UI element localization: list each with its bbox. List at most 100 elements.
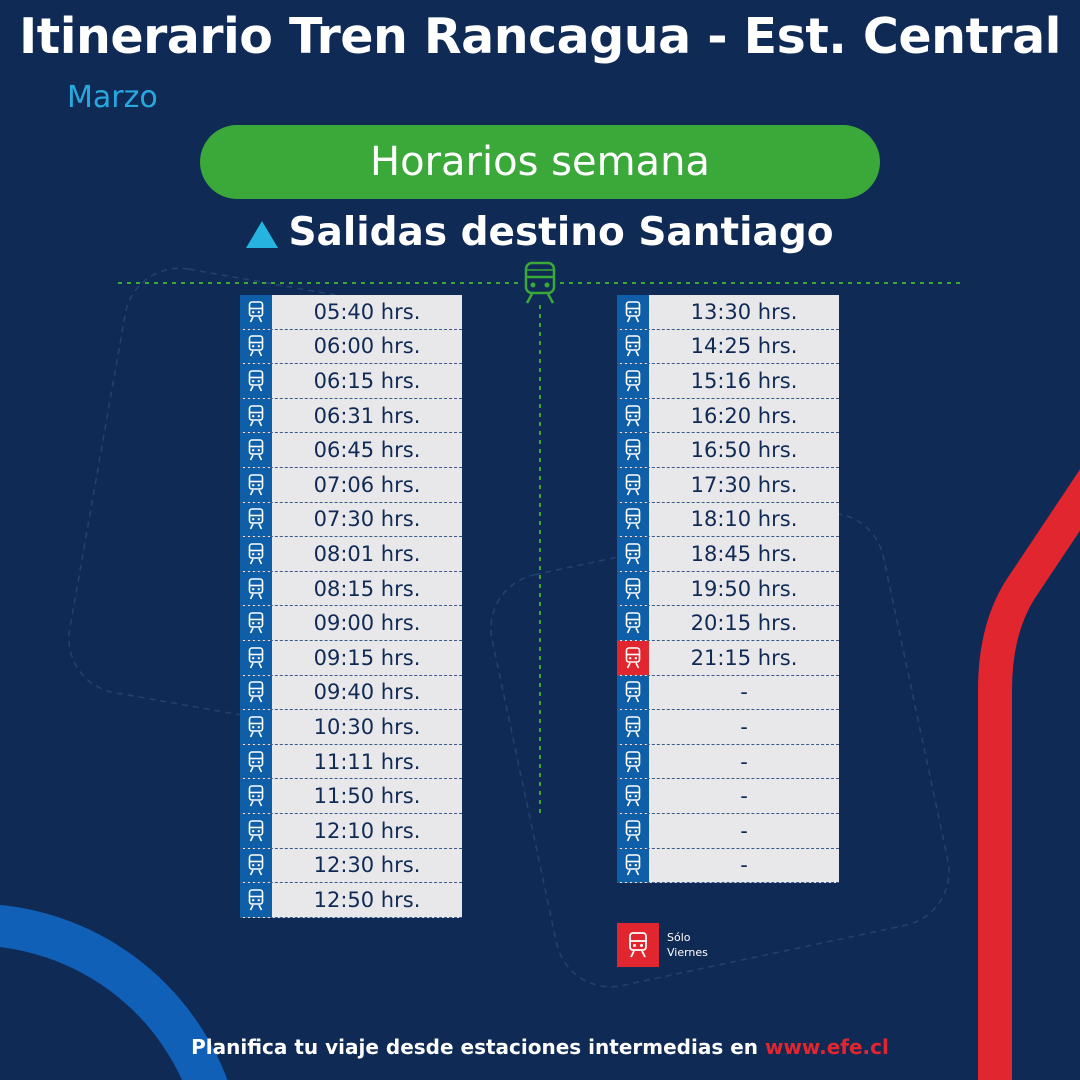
schedule-row: 16:50 hrs. (617, 433, 839, 468)
schedule-row: 08:01 hrs. (240, 537, 462, 572)
month-label: Marzo (67, 80, 158, 115)
schedule-row: - (617, 710, 839, 745)
train-icon (240, 571, 272, 606)
schedule-row: 19:50 hrs. (617, 571, 839, 607)
train-icon (617, 398, 649, 433)
train-icon (240, 606, 272, 640)
schedule-type-banner: Horarios semana (200, 125, 880, 199)
schedule-row: 13:30 hrs. (617, 295, 839, 330)
departure-time: 06:15 hrs. (313, 368, 421, 393)
schedule-row: 18:10 hrs. (617, 502, 839, 538)
website-link[interactable]: www.efe.cl (764, 1035, 889, 1059)
schedule-row: 12:30 hrs. (240, 848, 462, 884)
train-icon (240, 329, 272, 364)
train-icon (240, 883, 272, 917)
train-icon (617, 571, 649, 606)
triangle-up-icon (246, 221, 279, 248)
train-icon (617, 606, 649, 640)
train-icon (240, 537, 272, 571)
schedule-row: 07:30 hrs. (240, 502, 462, 538)
departure-time: 16:20 hrs. (690, 403, 798, 428)
train-icon (524, 261, 556, 304)
departure-time: 15:16 hrs. (690, 368, 798, 393)
departure-time: 06:45 hrs. (313, 438, 421, 463)
departure-time: 17:30 hrs. (690, 472, 798, 497)
train-icon (240, 364, 272, 398)
train-icon (240, 779, 272, 813)
schedule-row: 06:45 hrs. (240, 433, 462, 468)
schedule-row: 09:00 hrs. (240, 606, 462, 641)
train-icon (617, 364, 649, 398)
schedule-row: 18:45 hrs. (617, 537, 839, 572)
departure-time: - (740, 714, 748, 739)
departure-time: 20:15 hrs. (690, 611, 798, 636)
train-icon (617, 537, 649, 571)
legend: Sólo Viernes (617, 923, 708, 967)
footer: Planifica tu viaje desde estaciones inte… (0, 1035, 1080, 1059)
departure-time: - (740, 784, 748, 809)
departure-time: 05:40 hrs. (313, 299, 421, 324)
departure-time: 12:50 hrs. (313, 887, 421, 912)
schedule-row: - (617, 848, 839, 884)
schedule-row: 06:31 hrs. (240, 398, 462, 434)
train-icon (617, 675, 649, 710)
departure-time: 18:10 hrs. (690, 507, 798, 532)
departure-time: 06:31 hrs. (313, 403, 421, 428)
train-icon (240, 675, 272, 710)
schedule-row: 09:15 hrs. (240, 640, 462, 676)
departure-time: 10:30 hrs. (313, 714, 421, 739)
departure-time: 13:30 hrs. (690, 299, 798, 324)
train-icon (617, 923, 659, 967)
departure-time: 08:15 hrs. (313, 576, 421, 601)
departure-time: 07:30 hrs. (313, 507, 421, 532)
schedule-row: - (617, 675, 839, 711)
schedule-row: 08:15 hrs. (240, 571, 462, 607)
page-title: Itinerario Tren Rancagua - Est. Central (19, 8, 1061, 65)
train-icon (240, 502, 272, 537)
departure-time: 18:45 hrs. (690, 541, 798, 566)
departure-time: 16:50 hrs. (690, 438, 798, 463)
schedule-row: 06:15 hrs. (240, 364, 462, 399)
departure-time: - (740, 853, 748, 878)
departure-time: 07:06 hrs. (313, 472, 421, 497)
train-icon (617, 710, 649, 744)
departure-time: 21:15 hrs. (690, 645, 798, 670)
train-icon (617, 329, 649, 364)
departure-time: 12:10 hrs. (313, 818, 421, 843)
departure-time: 11:50 hrs. (313, 784, 421, 809)
train-icon (617, 640, 649, 675)
footer-text: Planifica tu viaje desde estaciones inte… (191, 1035, 765, 1059)
schedule-row: 11:11 hrs. (240, 744, 462, 780)
schedule-row: - (617, 813, 839, 849)
train-icon (617, 467, 649, 502)
schedule-row: 12:50 hrs. (240, 883, 462, 918)
departure-time: 06:00 hrs. (313, 334, 421, 359)
schedule-row: 06:00 hrs. (240, 329, 462, 365)
schedule-row: 12:10 hrs. (240, 813, 462, 849)
schedule-type-label: Horarios semana (370, 139, 710, 185)
departure-time: 09:00 hrs. (313, 611, 421, 636)
departure-time: - (740, 680, 748, 705)
schedule-row: 11:50 hrs. (240, 779, 462, 814)
schedule-row: 05:40 hrs. (240, 295, 462, 330)
schedule-column-right: 13:30 hrs. 14:25 hrs. 15:16 hrs. 16:20 hrs.… (617, 295, 839, 884)
train-icon (617, 295, 649, 329)
departure-time: - (740, 749, 748, 774)
train-icon (240, 398, 272, 433)
departure-time: 12:30 hrs. (313, 853, 421, 878)
schedule-row: 16:20 hrs. (617, 398, 839, 434)
direction-label: Salidas destino Santiago (288, 210, 834, 255)
train-icon (240, 295, 272, 329)
departure-time: 09:40 hrs. (313, 680, 421, 705)
schedule-row: - (617, 744, 839, 780)
train-icon (240, 710, 272, 744)
schedule-row: 10:30 hrs. (240, 710, 462, 745)
direction-heading: Salidas destino Santiago (0, 210, 1080, 255)
train-icon (617, 433, 649, 467)
legend-line-2: Viernes (667, 946, 708, 959)
schedule-row: 07:06 hrs. (240, 467, 462, 503)
train-icon (617, 779, 649, 813)
schedule-row: 14:25 hrs. (617, 329, 839, 365)
train-icon (617, 744, 649, 779)
